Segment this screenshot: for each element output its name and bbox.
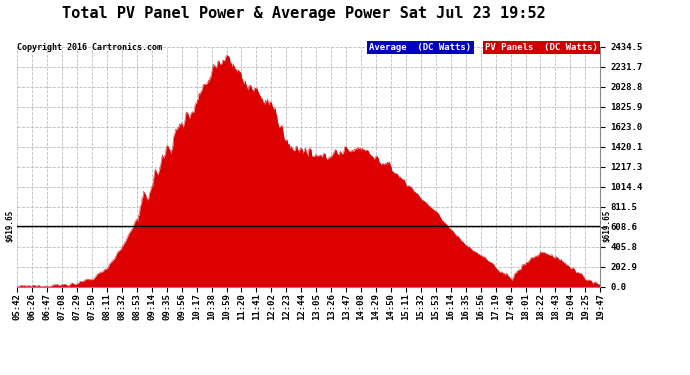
Text: $619.65: $619.65: [602, 210, 611, 242]
Text: Total PV Panel Power & Average Power Sat Jul 23 19:52: Total PV Panel Power & Average Power Sat…: [62, 6, 545, 21]
Text: PV Panels  (DC Watts): PV Panels (DC Watts): [485, 43, 598, 52]
Text: $619.65: $619.65: [6, 210, 14, 242]
Text: Average  (DC Watts): Average (DC Watts): [369, 43, 471, 52]
Text: Copyright 2016 Cartronics.com: Copyright 2016 Cartronics.com: [17, 43, 162, 52]
